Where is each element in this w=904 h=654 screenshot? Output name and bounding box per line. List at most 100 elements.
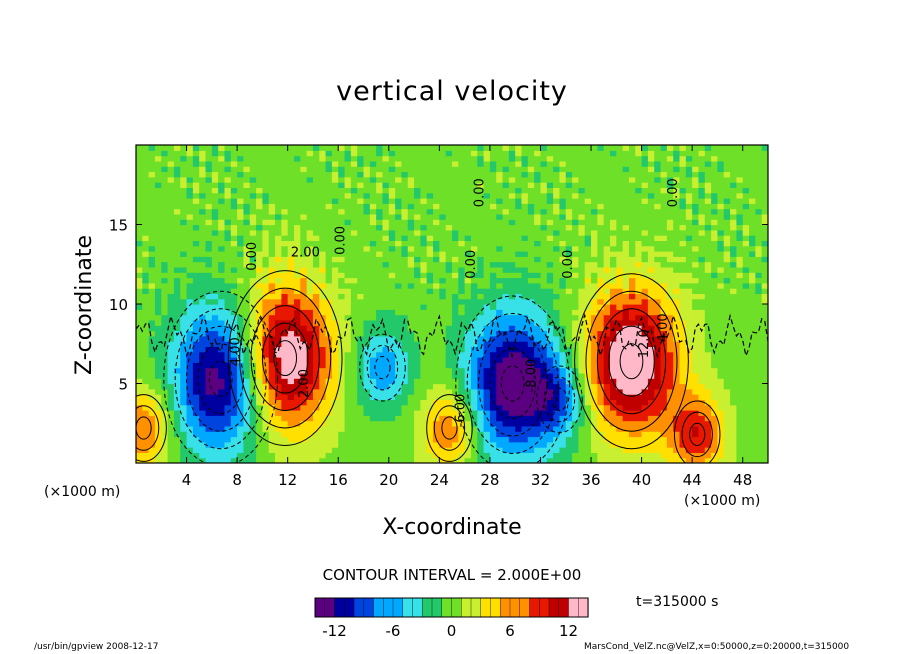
field-cell <box>654 351 662 358</box>
field-cell <box>540 182 548 188</box>
field-cell <box>338 425 346 432</box>
field-cell <box>275 245 282 252</box>
field-cell <box>338 441 346 448</box>
field-cell <box>414 298 421 305</box>
field-cell <box>357 415 365 422</box>
field-cell <box>338 388 346 395</box>
field-cell <box>439 425 447 432</box>
field-cell <box>237 256 245 263</box>
field-cell <box>647 229 655 236</box>
field-cell <box>331 198 339 204</box>
field-cell <box>591 372 598 379</box>
field-cell <box>483 261 491 268</box>
field-cell <box>350 282 358 289</box>
field-cell <box>641 341 649 347</box>
field-cell <box>559 160 567 167</box>
field-cell <box>180 171 188 178</box>
field-cell <box>167 145 175 151</box>
field-cell <box>433 351 440 358</box>
field-cell <box>243 160 251 167</box>
field-cell <box>382 261 390 268</box>
field-cell <box>407 266 415 273</box>
field-cell <box>167 441 175 448</box>
field-cell <box>395 235 403 241</box>
field-cell <box>458 362 466 369</box>
field-cell <box>382 155 390 162</box>
field-cell <box>546 372 554 379</box>
field-cell <box>382 436 390 443</box>
field-cell <box>445 378 453 385</box>
field-cell <box>559 187 567 194</box>
field-cell <box>224 314 232 321</box>
field-cell <box>395 362 403 369</box>
field-cell <box>445 192 453 199</box>
field-cell <box>275 171 282 178</box>
field-cell <box>148 171 156 178</box>
field-cell <box>635 150 643 157</box>
field-cell <box>515 288 523 294</box>
field-cell <box>527 436 535 443</box>
field-cell <box>376 182 384 188</box>
field-cell <box>376 155 384 162</box>
field-cell <box>464 420 472 427</box>
field-cell <box>256 383 263 390</box>
field-cell <box>452 298 459 305</box>
field-cell <box>325 155 333 162</box>
field-cell <box>502 346 510 353</box>
field-cell <box>237 298 245 305</box>
field-cell <box>300 309 308 316</box>
field-cell <box>142 372 150 379</box>
field-cell <box>325 341 333 347</box>
field-cell <box>161 452 169 459</box>
field-cell <box>597 150 605 157</box>
field-cell <box>363 224 371 231</box>
field-cell <box>401 256 409 263</box>
field-cell <box>622 436 630 443</box>
field-cell <box>414 452 421 459</box>
field-cell <box>489 378 497 385</box>
field-cell <box>401 245 409 252</box>
field-cell <box>572 415 579 422</box>
field-cell <box>660 431 668 438</box>
field-cell <box>534 192 542 199</box>
field-cell <box>338 224 346 231</box>
field-cell <box>205 272 213 279</box>
field-cell <box>249 192 257 199</box>
field-cell <box>401 282 409 289</box>
field-cell <box>641 346 649 353</box>
field-cell <box>597 431 605 438</box>
field-cell <box>578 245 586 252</box>
field-cell <box>414 357 421 363</box>
field-cell <box>294 261 301 268</box>
field-cell <box>294 362 301 369</box>
field-cell <box>603 383 611 390</box>
field-cell <box>420 293 428 300</box>
field-cell <box>369 388 377 395</box>
field-cell <box>287 304 295 310</box>
field-cell <box>591 298 598 305</box>
field-cell <box>458 261 466 268</box>
field-cell <box>388 176 396 183</box>
field-cell <box>306 272 314 279</box>
field-cell <box>192 457 200 463</box>
field-cell <box>426 378 434 385</box>
field-cell <box>622 192 630 199</box>
field-cell <box>610 182 617 188</box>
field-cell <box>578 319 586 326</box>
field-cell <box>540 229 548 236</box>
field-cell <box>647 145 655 151</box>
field-cell <box>205 235 213 241</box>
field-cell <box>641 335 649 342</box>
field-cell <box>635 256 643 263</box>
field-cell <box>591 447 598 453</box>
field-cell <box>262 282 270 289</box>
field-cell <box>136 240 143 247</box>
field-cell <box>591 415 598 422</box>
field-cell <box>173 182 181 188</box>
field-cell <box>262 399 270 406</box>
field-cell <box>464 219 472 226</box>
field-cell <box>502 198 510 204</box>
field-cell <box>622 288 630 294</box>
field-cell <box>635 447 643 453</box>
field-cell <box>489 341 497 347</box>
